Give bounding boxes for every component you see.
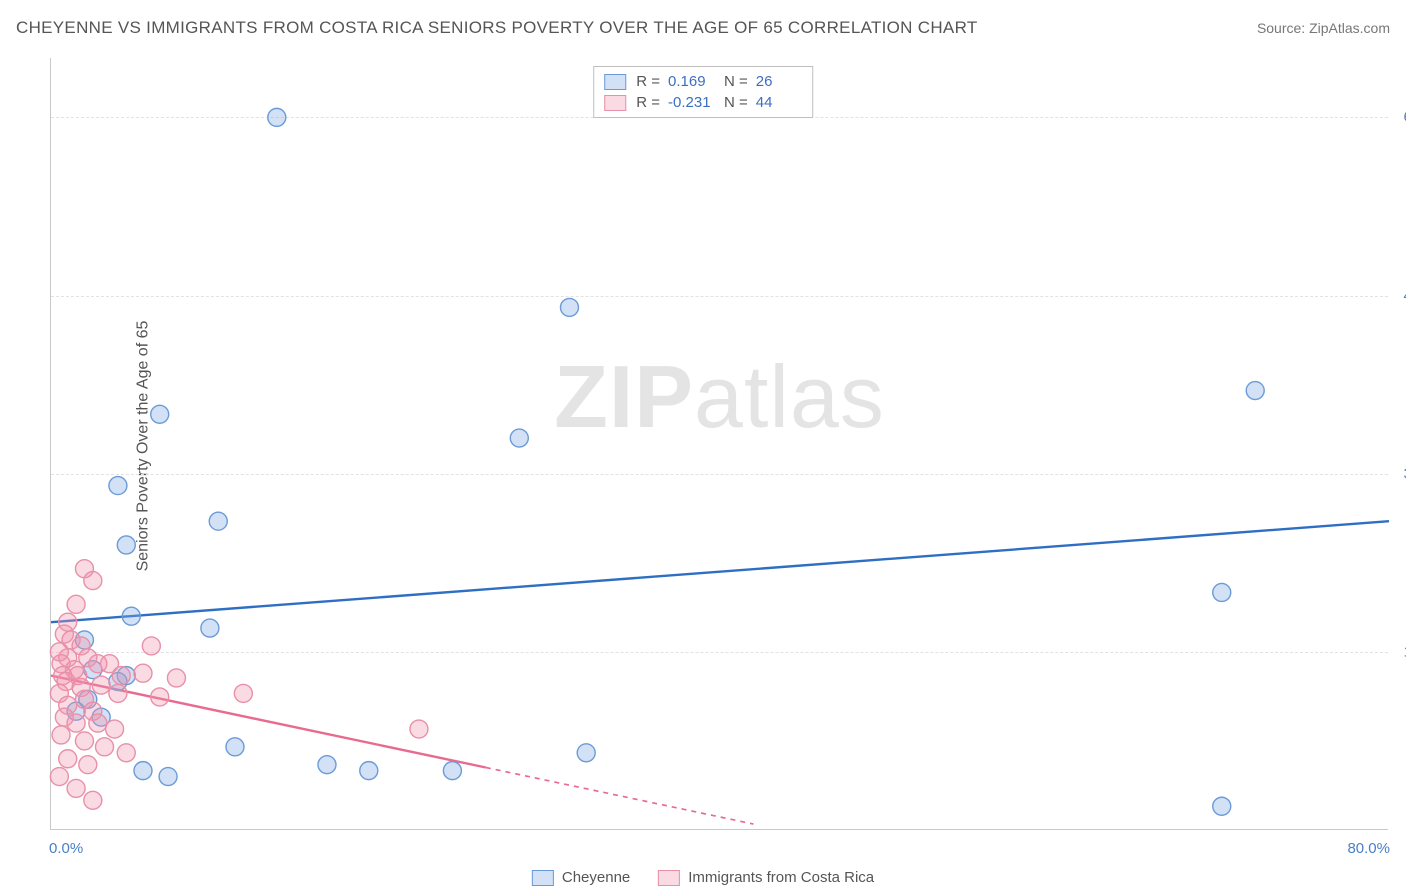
scatter-svg [51, 58, 1388, 829]
legend-r-val-1: 0.169 [668, 73, 714, 90]
y-tick-label: 15.0% [1394, 643, 1406, 660]
scatter-point [268, 108, 286, 126]
scatter-point [410, 720, 428, 738]
legend-bottom-item-1: Cheyenne [532, 869, 630, 886]
plot-area: 15.0%30.0%45.0%60.0% ZIPatlas 0.0%80.0% [50, 58, 1388, 830]
scatter-point [201, 619, 219, 637]
scatter-point [75, 732, 93, 750]
scatter-point [79, 756, 97, 774]
scatter-point [112, 667, 130, 685]
scatter-point [109, 477, 127, 495]
scatter-point [226, 738, 244, 756]
scatter-point [234, 684, 252, 702]
legend-bottom-item-2: Immigrants from Costa Rica [658, 869, 874, 886]
legend-r-val-2: -0.231 [668, 94, 714, 111]
scatter-point [360, 762, 378, 780]
legend-swatch-1 [604, 74, 626, 90]
x-tick-label: 0.0% [49, 840, 83, 857]
scatter-point [84, 572, 102, 590]
scatter-point [122, 607, 140, 625]
scatter-point [67, 595, 85, 613]
scatter-point [167, 669, 185, 687]
legend-n-val-2: 44 [756, 94, 802, 111]
scatter-point [510, 429, 528, 447]
scatter-point [117, 536, 135, 554]
legend-top: R = 0.169 N = 26 R = -0.231 N = 44 [593, 66, 813, 118]
legend-top-row-2: R = -0.231 N = 44 [604, 92, 802, 113]
scatter-point [67, 779, 85, 797]
scatter-point [577, 744, 595, 762]
scatter-point [318, 756, 336, 774]
legend-n-val-1: 26 [756, 73, 802, 90]
scatter-point [84, 791, 102, 809]
scatter-point [443, 762, 461, 780]
legend-bottom-swatch-1 [532, 870, 554, 886]
scatter-point [67, 714, 85, 732]
scatter-point [134, 664, 152, 682]
scatter-point [209, 512, 227, 530]
scatter-point [117, 744, 135, 762]
legend-r-label-1: R = [636, 73, 660, 90]
chart-title: CHEYENNE VS IMMIGRANTS FROM COSTA RICA S… [16, 18, 978, 38]
y-tick-label: 30.0% [1394, 465, 1406, 482]
x-tick-label: 80.0% [1347, 840, 1390, 857]
scatter-point [159, 768, 177, 786]
legend-bottom-swatch-2 [658, 870, 680, 886]
legend-n-label-1: N = [724, 73, 748, 90]
legend-swatch-2 [604, 95, 626, 111]
scatter-point [1246, 382, 1264, 400]
scatter-point [560, 298, 578, 316]
scatter-point [59, 750, 77, 768]
y-tick-label: 60.0% [1394, 109, 1406, 126]
y-tick-label: 45.0% [1394, 287, 1406, 304]
scatter-point [96, 738, 114, 756]
scatter-point [142, 637, 160, 655]
scatter-point [151, 405, 169, 423]
scatter-point [89, 714, 107, 732]
scatter-point [1213, 583, 1231, 601]
scatter-point [52, 726, 70, 744]
source-text: Source: ZipAtlas.com [1257, 20, 1390, 36]
scatter-point [109, 684, 127, 702]
legend-r-label-2: R = [636, 94, 660, 111]
legend-n-label-2: N = [724, 94, 748, 111]
scatter-point [50, 768, 68, 786]
legend-bottom-label-1: Cheyenne [562, 869, 630, 886]
scatter-point [134, 762, 152, 780]
scatter-point [106, 720, 124, 738]
scatter-point [151, 688, 169, 706]
legend-bottom: Cheyenne Immigrants from Costa Rica [532, 869, 874, 886]
scatter-point [89, 655, 107, 673]
legend-bottom-label-2: Immigrants from Costa Rica [688, 869, 874, 886]
legend-top-row-1: R = 0.169 N = 26 [604, 71, 802, 92]
scatter-point [92, 676, 110, 694]
scatter-point [1213, 797, 1231, 815]
